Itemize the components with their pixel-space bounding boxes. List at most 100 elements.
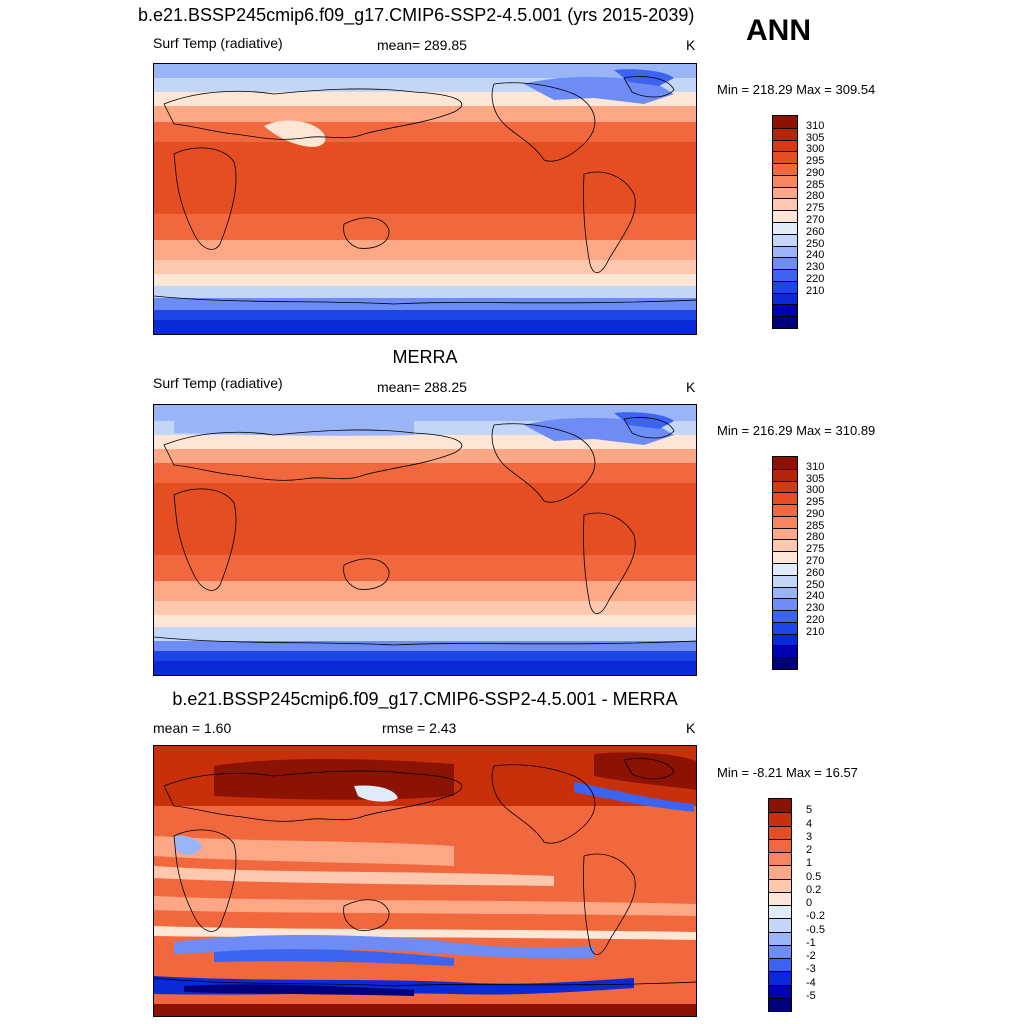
- colorbar-cell: [773, 222, 797, 235]
- colorbar-cell: [773, 492, 797, 505]
- panel2-variable-label: Surf Temp (radiative): [153, 375, 283, 391]
- season-label: ANN: [746, 14, 811, 47]
- colorbar-tick-label: 2: [806, 844, 813, 856]
- colorbar-separator: [773, 245, 797, 247]
- colorbar-tick-label: 220: [806, 613, 825, 626]
- colorbar-tick-label: 305: [806, 472, 825, 485]
- panel1-variable-label: Surf Temp (radiative): [153, 35, 283, 51]
- colorbar-separator: [773, 551, 797, 553]
- colorbar-separator: [773, 186, 797, 188]
- colorbar-tick-label: -2: [806, 950, 816, 962]
- colorbar-cell: [773, 645, 797, 658]
- colorbar-tick-label: 295: [806, 155, 825, 168]
- colorbar-cell: [773, 269, 797, 282]
- colorbar-tick-label: 300: [806, 143, 825, 156]
- colorbar-separator: [773, 210, 797, 212]
- panel2-mean-label: mean= 288.25: [377, 379, 467, 395]
- colorbar-separator: [773, 163, 797, 165]
- colorbar-separator: [773, 480, 797, 482]
- colorbar-separator: [773, 127, 797, 129]
- colorbar-tick-label: 290: [806, 507, 825, 520]
- colorbar-tick-label: 310: [806, 460, 825, 473]
- colorbar-separator: [769, 891, 791, 893]
- colorbar-tick-label: -0.2: [806, 910, 825, 923]
- colorbar-cell: [773, 621, 797, 635]
- colorbar-separator: [773, 645, 797, 647]
- colorbar-separator: [773, 174, 797, 176]
- colorbar-tick-label: 295: [806, 496, 825, 509]
- colorbar-tick-label: 300: [806, 484, 825, 497]
- panel2-minmax-label: Min = 216.29 Max = 310.89: [717, 423, 876, 438]
- panel3-title: b.e21.BSSP245cmip6.f09_g17.CMIP6-SSP2-4.…: [172, 689, 678, 709]
- colorbar-tick-label: -5: [806, 989, 816, 1002]
- colorbar-separator: [769, 838, 791, 840]
- colorbar-cell: [773, 598, 797, 611]
- colorbar-separator: [773, 504, 797, 506]
- panel2-colorbar-labels: 310 305 300 295 290 285 280 275 270 260 250 240 230 2…: [806, 456, 866, 670]
- colorbar-separator: [773, 304, 797, 306]
- colorbar-cell: [773, 586, 797, 599]
- colorbar-tick-label: 305: [806, 131, 825, 144]
- colorbar-cell: [773, 233, 797, 247]
- colorbar-cell: [773, 116, 797, 129]
- colorbar-separator: [773, 610, 797, 612]
- colorbar-cell: [773, 515, 797, 529]
- colorbar-separator: [773, 527, 797, 529]
- colorbar-tick-label: 270: [806, 555, 825, 567]
- colorbar-cell: [769, 997, 791, 1012]
- colorbar-tick-label: -0.5: [806, 923, 825, 936]
- colorbar-separator: [773, 621, 797, 623]
- colorbar-cell: [773, 457, 797, 470]
- colorbar-cell: [773, 633, 797, 646]
- panel3-units-label: K: [686, 720, 696, 736]
- colorbar-separator: [773, 269, 797, 271]
- colorbar-cell: [769, 984, 791, 999]
- panel3-colorbar: [768, 798, 792, 1012]
- colorbar-separator: [769, 852, 791, 853]
- colorbar-separator: [773, 539, 797, 541]
- colorbar-tick-label: 275: [806, 202, 825, 215]
- panel3-rmse-label: rmse = 2.43: [382, 720, 457, 736]
- colorbar-separator: [773, 657, 797, 659]
- colorbar-separator: [769, 958, 791, 959]
- colorbar-cell: [773, 504, 797, 517]
- colorbar-separator: [769, 878, 791, 880]
- colorbar-cell: [773, 610, 797, 623]
- panel2-colorbar: [772, 456, 798, 670]
- colorbar-tick-label: 280: [806, 190, 825, 203]
- panel1-minmax-label: Min = 218.29 Max = 309.54: [717, 82, 876, 97]
- colorbar-cell: [769, 878, 791, 893]
- colorbar-cell: [769, 971, 791, 985]
- colorbar-separator: [773, 222, 797, 223]
- panel2-units-label: K: [686, 379, 696, 395]
- colorbar-tick-label: 290: [806, 166, 825, 179]
- colorbar-separator: [773, 233, 797, 235]
- colorbar-cell: [773, 280, 797, 294]
- colorbar-tick-label: -3: [806, 963, 816, 976]
- colorbar-cell: [769, 958, 791, 972]
- colorbar-separator: [773, 468, 797, 470]
- colorbar-cell: [769, 812, 791, 826]
- colorbar-cell: [773, 292, 797, 305]
- colorbar-tick-label: 210: [806, 284, 825, 297]
- colorbar-separator: [773, 292, 797, 294]
- colorbar-tick-label: 275: [806, 543, 825, 556]
- colorbar-cell: [769, 825, 791, 840]
- panel2-map: [153, 404, 697, 676]
- colorbar-separator: [773, 492, 797, 494]
- colorbar-cell: [769, 852, 791, 866]
- colorbar-separator: [769, 971, 791, 973]
- colorbar-separator: [769, 865, 791, 867]
- panel3-map: [153, 745, 697, 1017]
- panel1-colorbar-labels: 310 305 300 295 290 285 280 275 270 260 250 240 230 2…: [806, 115, 866, 329]
- colorbar-tick-label: 285: [806, 519, 825, 532]
- colorbar-tick-label: 280: [806, 531, 825, 544]
- colorbar-cell: [773, 210, 797, 223]
- colorbar-separator: [773, 574, 797, 576]
- colorbar-cell: [769, 905, 791, 919]
- colorbar-tick-label: 240: [806, 590, 825, 603]
- colorbar-cell: [773, 657, 797, 670]
- colorbar-separator: [769, 812, 791, 814]
- colorbar-cell: [773, 551, 797, 564]
- colorbar-cell: [773, 316, 797, 329]
